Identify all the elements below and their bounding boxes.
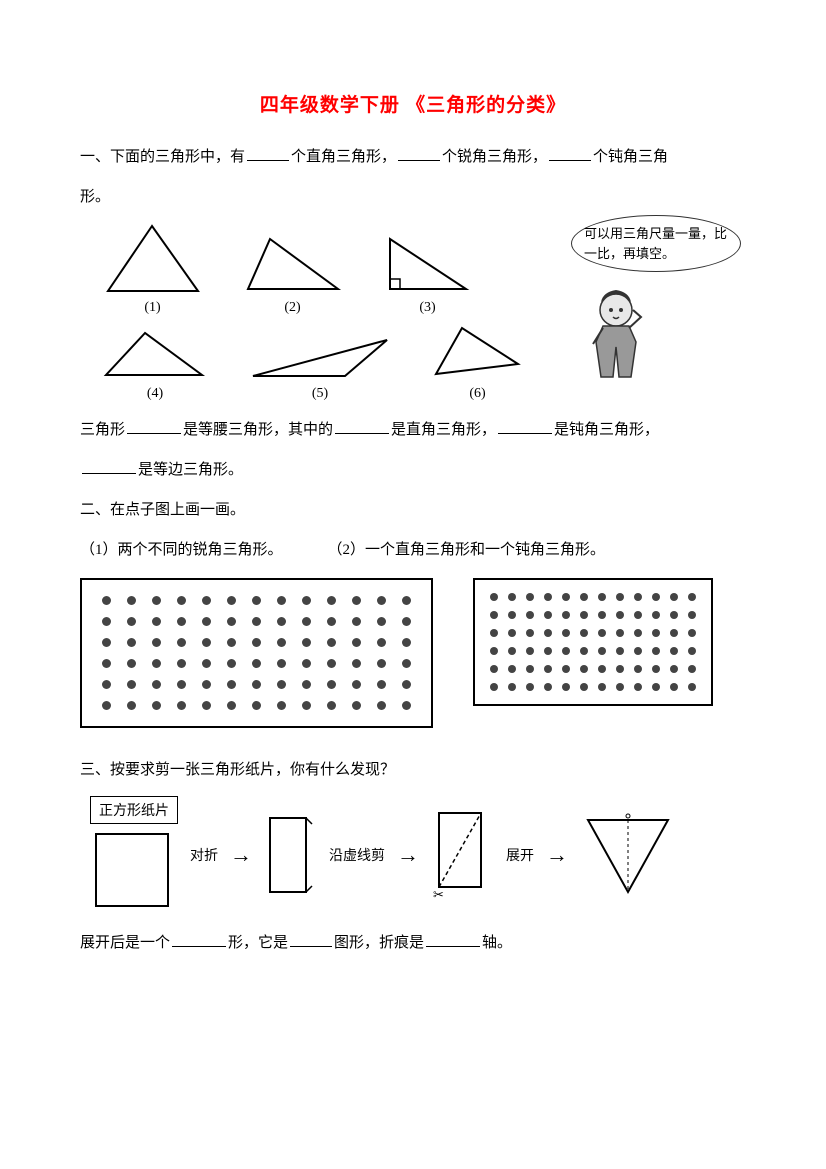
tri-label: (4): [100, 386, 210, 402]
arrow-icon: →: [546, 842, 568, 868]
blank[interactable]: [335, 419, 389, 434]
triangle-1: (1): [100, 221, 205, 316]
speech-bubble: 可以用三角尺量一量，比一比，再填空。: [571, 215, 741, 272]
cut-paper: ✂: [429, 807, 494, 902]
txt: 三角形: [80, 422, 125, 438]
q3-heading: 三、按要求剪一张三角形纸片，你有什么发现？: [80, 752, 746, 788]
dot-grid-right[interactable]: [473, 578, 713, 706]
tri-label: (1): [100, 300, 205, 316]
q1-line4: 是等边三角形。: [80, 452, 746, 488]
q2-right-label: （2）一个直角三角形和一个钝角三角形。: [328, 532, 606, 568]
tri-label: (3): [380, 300, 475, 316]
blank[interactable]: [498, 419, 552, 434]
unfolded-triangle: [578, 810, 678, 900]
q1-l1-m1: 个直角三角形，: [291, 149, 396, 165]
q2-heading: 二、在点子图上画一画。: [80, 492, 746, 528]
txt: 是等边三角形。: [138, 462, 243, 478]
txt: 图形，折痕是: [334, 935, 424, 951]
txt: 轴。: [482, 935, 512, 951]
blank[interactable]: [398, 146, 440, 161]
q3-fill: 展开后是一个 形，它是 图形，折痕是 轴。: [80, 925, 746, 961]
txt: 是直角三角形，: [391, 422, 496, 438]
tri-label: (2): [240, 300, 345, 316]
txt: 是等腰三角形，其中的: [183, 422, 333, 438]
tri-label: (5): [245, 386, 395, 402]
square-paper-group: 正方形纸片: [90, 796, 178, 913]
step1-label: 对折: [190, 845, 218, 865]
q1-l1-m2: 个锐角三角形，: [442, 149, 547, 165]
blank[interactable]: [549, 146, 591, 161]
dot-grid-left[interactable]: [80, 578, 433, 728]
blank[interactable]: [172, 932, 226, 947]
triangle-3: (3): [380, 231, 475, 316]
hint-bubble-group: 可以用三角尺量一量，比一比，再填空。: [571, 215, 741, 382]
square-label: 正方形纸片: [90, 796, 178, 824]
blank[interactable]: [127, 419, 181, 434]
txt: 展开后是一个: [80, 935, 170, 951]
arrow-icon: →: [397, 842, 419, 868]
q2-subheadings: （1）两个不同的锐角三角形。 （2）一个直角三角形和一个钝角三角形。: [80, 532, 746, 568]
boy-illustration: [571, 282, 741, 382]
blank[interactable]: [426, 932, 480, 947]
blank[interactable]: [290, 932, 332, 947]
blank[interactable]: [247, 146, 289, 161]
q1-line2: 形。: [80, 179, 746, 215]
triangle-4: (4): [100, 327, 210, 402]
step3-label: 展开: [506, 845, 534, 865]
q1-line3: 三角形 是等腰三角形，其中的 是直角三角形， 是钝角三角形，: [80, 412, 746, 448]
triangle-5: (5): [245, 332, 395, 402]
page-title: 四年级数学下册 《三角形的分类》: [80, 90, 746, 117]
txt: 形，它是: [228, 935, 288, 951]
q1-l1-end: 个钝角三角: [593, 149, 668, 165]
triangle-6: (6): [430, 322, 525, 402]
tri-label: (6): [430, 386, 525, 402]
step2-label: 沿虚线剪: [329, 845, 385, 865]
blank[interactable]: [82, 459, 136, 474]
q2-left-label: （1）两个不同的锐角三角形。: [80, 532, 283, 568]
arrow-icon: →: [230, 842, 252, 868]
txt: 是钝角三角形，: [554, 422, 659, 438]
worksheet-page: 四年级数学下册 《三角形的分类》 一、下面的三角形中，有 个直角三角形， 个锐角三角…: [0, 0, 826, 1169]
triangle-2: (2): [240, 231, 345, 316]
q1-line1: 一、下面的三角形中，有 个直角三角形， 个锐角三角形， 个钝角三角: [80, 139, 746, 175]
fold-diagram: 正方形纸片 对折 → 沿虚线剪 → ✂ 展开 →: [90, 796, 746, 913]
q1-l1-pre: 一、下面的三角形中，有: [80, 149, 245, 165]
svg-text:✂: ✂: [433, 887, 444, 902]
folded-paper: [262, 810, 317, 900]
